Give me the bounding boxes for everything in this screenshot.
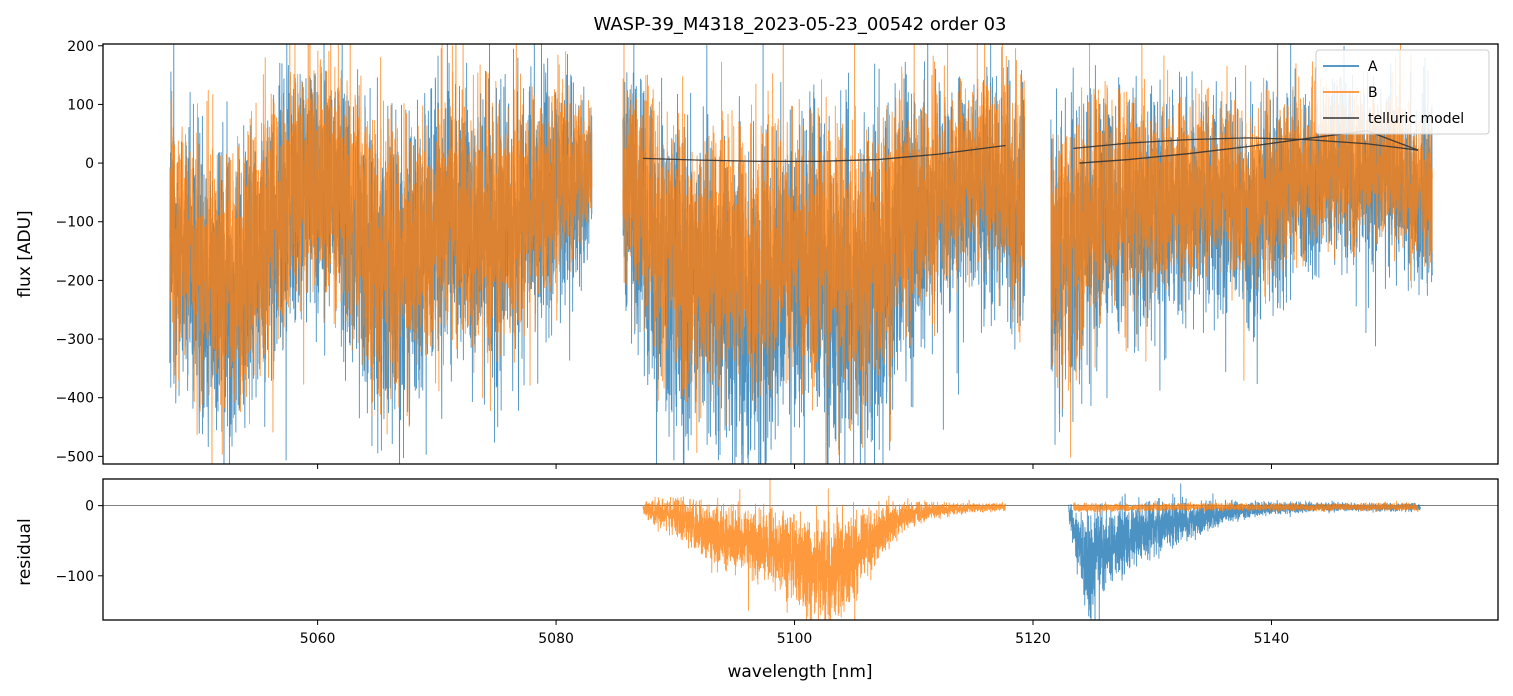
series-b-segment-2	[1073, 499, 1419, 515]
top-y-axis-label: flux [ADU]	[15, 210, 35, 297]
bottom-x-tick-label: 5120	[1015, 631, 1051, 647]
bottom-x-ticks: 5060 5080 5100 5120 5140	[300, 620, 1289, 647]
bottom-panel: 0 −100 5060 5080 5100 5120 5140 residual wave…	[15, 478, 1499, 682]
legend-box	[1315, 49, 1490, 135]
top-y-tick-label: −400	[56, 391, 94, 407]
legend-label-b: B	[1368, 85, 1378, 101]
legend: A B telluric model	[1315, 49, 1490, 135]
bottom-y-ticks: 0 −100	[56, 499, 103, 585]
chart-title: WASP-39_M4318_2023-05-23_00542 order 03	[594, 14, 1007, 35]
top-y-ticks: 200 100 0 −100 −200 −300 −400 −500	[56, 39, 103, 465]
top-y-tick-label: −200	[56, 273, 94, 289]
series-b-segment-1	[169, 44, 593, 464]
bottom-y-axis-label: residual	[15, 518, 35, 585]
legend-label-telluric: telluric model	[1368, 111, 1464, 127]
bottom-x-tick-label: 5100	[777, 631, 813, 647]
x-axis-label: wavelength [nm]	[727, 662, 872, 682]
top-y-tick-label: −500	[56, 449, 94, 465]
series-b-segment-2	[622, 44, 1026, 464]
bottom-y-tick-label: 0	[85, 499, 94, 515]
telluric-model-curve-1	[643, 144, 1006, 162]
bottom-plot-area	[103, 479, 1498, 620]
series-b-segment-3	[1050, 44, 1433, 458]
top-y-tick-label: −100	[56, 215, 94, 231]
bottom-x-tick-label: 5140	[1254, 631, 1290, 647]
top-panel: 200 100 0 −100 −200 −300 −400 −500 flux [ADU] A…	[15, 39, 1499, 469]
top-y-tick-label: −300	[56, 332, 94, 348]
top-plot-area	[169, 44, 1433, 464]
telluric-model-curve-2	[1073, 137, 1419, 151]
top-x-ticks	[317, 464, 1272, 469]
bottom-x-tick-label: 5060	[300, 631, 336, 647]
top-y-tick-label: 100	[67, 97, 94, 113]
legend-label-a: A	[1368, 59, 1378, 75]
top-y-tick-label: 0	[85, 156, 94, 172]
bottom-y-tick-label: −100	[56, 569, 94, 585]
bottom-axes-frame	[102, 478, 1499, 621]
series-b-segment-1	[642, 479, 1006, 620]
bottom-x-tick-label: 5080	[538, 631, 574, 647]
top-y-tick-label: 200	[67, 39, 94, 55]
top-axes-frame	[102, 43, 1499, 465]
